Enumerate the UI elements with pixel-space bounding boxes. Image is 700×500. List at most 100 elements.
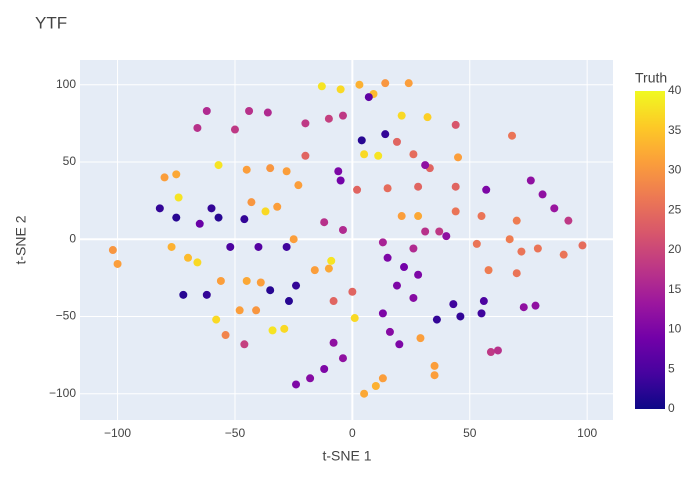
- point: [374, 151, 383, 160]
- point: [355, 80, 364, 89]
- point: [284, 297, 293, 306]
- point: [226, 242, 235, 251]
- colorbar-tick-label: 25: [668, 202, 682, 216]
- point: [451, 120, 460, 129]
- point: [172, 213, 181, 222]
- point: [245, 106, 254, 115]
- point: [449, 300, 458, 309]
- point: [392, 137, 401, 146]
- point: [486, 348, 495, 357]
- point: [484, 266, 493, 275]
- point: [414, 270, 423, 279]
- x-tick-label: −50: [225, 426, 246, 440]
- point: [432, 315, 441, 324]
- point: [564, 216, 573, 225]
- colorbar-tick-label: 35: [668, 123, 682, 137]
- point: [357, 136, 366, 145]
- point: [482, 185, 491, 194]
- point: [493, 346, 502, 355]
- point: [404, 79, 413, 88]
- point: [155, 204, 164, 213]
- point: [338, 354, 347, 363]
- point: [212, 315, 221, 324]
- point: [214, 161, 223, 170]
- point: [472, 239, 481, 248]
- point: [324, 114, 333, 123]
- point: [113, 259, 122, 268]
- point: [526, 176, 535, 185]
- point: [397, 212, 406, 221]
- point: [338, 111, 347, 120]
- point: [533, 244, 542, 253]
- point: [172, 170, 181, 179]
- point: [378, 238, 387, 247]
- point: [247, 198, 256, 207]
- point: [235, 306, 244, 315]
- y-axis-title: t-SNE 2: [13, 215, 29, 264]
- y-tick-label: 0: [69, 231, 76, 245]
- point: [430, 371, 439, 380]
- colorbar: [635, 91, 665, 409]
- point: [397, 111, 406, 120]
- point: [214, 213, 223, 222]
- point: [454, 153, 463, 162]
- point: [360, 150, 369, 159]
- point: [320, 218, 329, 227]
- point: [242, 165, 251, 174]
- point: [320, 365, 329, 374]
- point: [538, 190, 547, 199]
- point: [179, 290, 188, 299]
- point: [216, 276, 225, 285]
- point: [202, 106, 211, 115]
- y-tick-label: −50: [56, 309, 77, 323]
- point: [421, 227, 430, 236]
- point: [242, 276, 251, 285]
- x-tick-label: 0: [349, 426, 356, 440]
- y-tick-label: 50: [63, 154, 77, 168]
- point: [280, 324, 289, 333]
- point: [108, 246, 117, 255]
- point: [263, 108, 272, 117]
- point: [329, 297, 338, 306]
- point: [414, 212, 423, 221]
- point: [409, 244, 418, 253]
- point: [230, 125, 239, 134]
- point: [301, 151, 310, 160]
- point: [292, 380, 301, 389]
- point: [381, 130, 390, 139]
- point: [371, 382, 380, 391]
- point: [256, 278, 265, 287]
- point: [306, 374, 315, 383]
- point: [430, 361, 439, 370]
- x-axis-title: t-SNE 1: [322, 448, 371, 464]
- point: [202, 290, 211, 299]
- point: [378, 374, 387, 383]
- point: [416, 334, 425, 343]
- point: [578, 241, 587, 250]
- point: [409, 150, 418, 159]
- point: [531, 301, 540, 310]
- point: [282, 167, 291, 176]
- point: [442, 232, 451, 241]
- point: [221, 331, 230, 340]
- point: [519, 303, 528, 312]
- point: [451, 182, 460, 191]
- colorbar-tick-label: 10: [668, 322, 682, 336]
- point: [338, 225, 347, 234]
- point: [254, 242, 263, 251]
- point: [266, 164, 275, 173]
- y-tick-label: 100: [56, 77, 76, 91]
- point: [334, 167, 343, 176]
- point: [310, 266, 319, 275]
- point: [268, 326, 277, 335]
- colorbar-tick-label: 40: [668, 83, 682, 97]
- point: [517, 247, 526, 256]
- point: [477, 212, 486, 221]
- point: [301, 119, 310, 128]
- point: [266, 286, 275, 295]
- point: [423, 113, 432, 122]
- point: [381, 79, 390, 88]
- point: [383, 253, 392, 262]
